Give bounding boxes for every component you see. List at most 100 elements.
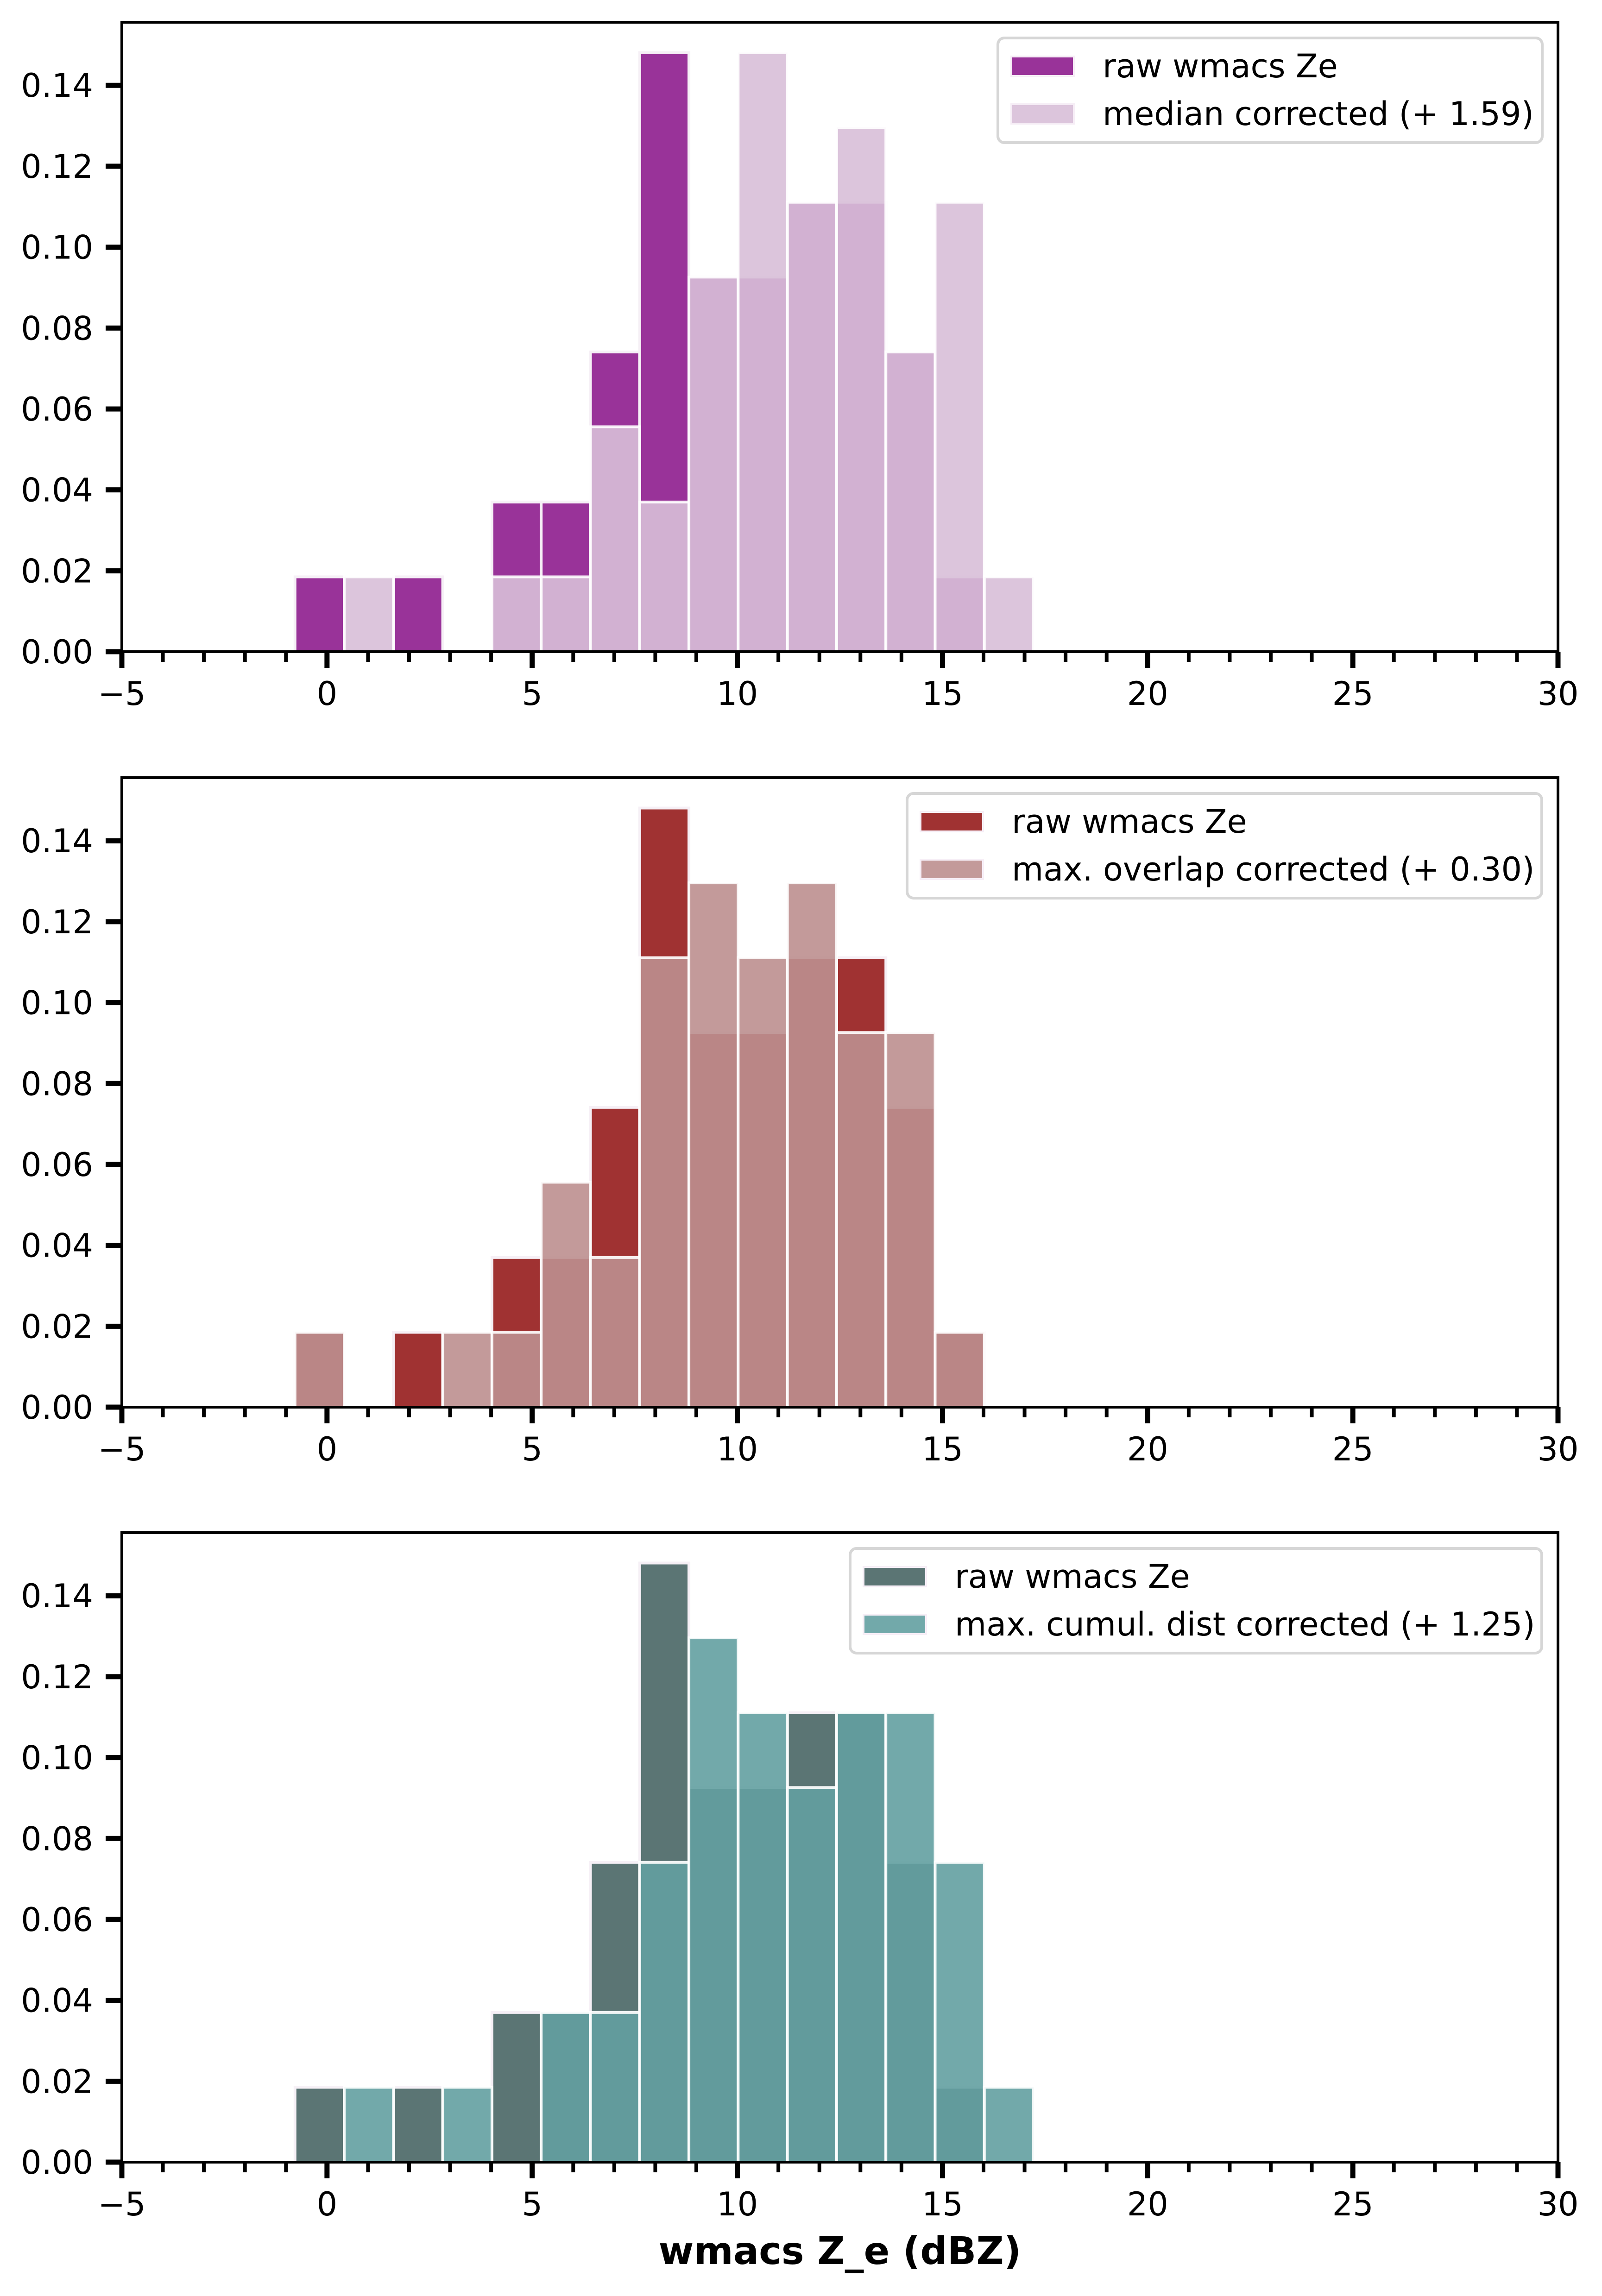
y-tick-label: 0.14 xyxy=(21,822,93,860)
x-tick-label: 10 xyxy=(717,2185,758,2223)
y-tick-label: 0.08 xyxy=(21,1820,93,1858)
bar-corrected xyxy=(540,2011,592,2164)
x-tick-label: 15 xyxy=(922,2185,963,2223)
bar-corrected xyxy=(933,1331,986,1409)
y-tick-label: 0.14 xyxy=(21,67,93,105)
y-tick-label: 0.02 xyxy=(21,1308,93,1346)
axes-frame xyxy=(120,776,1559,1409)
panel-max-overlap-corrected: 0.00 0.02 0.04 0.06 0.08 0.10 0.12 0.14 −5 0 5 10 15… xyxy=(21,776,1579,1468)
bar-corrected xyxy=(638,500,691,653)
bar-raw xyxy=(490,2011,543,2164)
y-tick-label: 0.00 xyxy=(21,633,93,671)
y-tick-label: 0.04 xyxy=(21,472,93,510)
bar-corrected xyxy=(441,1331,493,1409)
bar-corrected xyxy=(737,51,789,653)
x-tick-label: 30 xyxy=(1537,675,1578,713)
bar-corrected xyxy=(884,1711,937,2164)
x-tick-label: 30 xyxy=(1537,1430,1578,1468)
bar-corrected xyxy=(884,1031,937,1409)
y-tick-label: 0.00 xyxy=(21,2144,93,2182)
bar-corrected xyxy=(737,1711,789,2164)
x-tick-label: 25 xyxy=(1332,675,1374,713)
y-tick-label: 0.04 xyxy=(21,1982,93,2020)
y-tick-label: 0.12 xyxy=(21,903,93,941)
bar-corrected xyxy=(933,1861,986,2164)
bar-raw xyxy=(392,1331,444,1409)
bar-corrected xyxy=(687,1636,740,2164)
y-tick-label: 0.10 xyxy=(21,229,93,267)
y-tick-label: 0.06 xyxy=(21,390,93,428)
bar-corrected xyxy=(638,1861,691,2164)
bar-raw xyxy=(293,575,346,653)
bar-corrected xyxy=(737,956,789,1409)
bar-corrected xyxy=(786,201,838,653)
bar-corrected xyxy=(293,1331,346,1409)
y-tick-label: 0.10 xyxy=(21,984,93,1022)
legend-swatch-raw xyxy=(920,811,984,832)
x-tick-label: 5 xyxy=(522,2185,542,2223)
x-tick-label: 0 xyxy=(317,675,338,713)
bar-corrected xyxy=(540,575,592,653)
x-tick-label: −5 xyxy=(98,2185,145,2223)
legend-label-raw: raw wmacs Ze xyxy=(1103,47,1338,85)
legend-swatch-corrected xyxy=(1010,103,1075,125)
x-tick-label: 15 xyxy=(922,675,963,713)
x-tick-label: 20 xyxy=(1127,675,1168,713)
legend-swatch-raw xyxy=(1010,56,1075,77)
legend-swatch-raw xyxy=(863,1566,927,1587)
x-axis-label: wmacs Z_e (dBZ) xyxy=(659,2229,1022,2273)
bar-corrected xyxy=(786,881,838,1409)
x-tick-label: 5 xyxy=(522,675,542,713)
legend-box xyxy=(849,1547,1543,1654)
x-tick-label: 5 xyxy=(522,1430,542,1468)
bar-corrected xyxy=(687,276,740,653)
bar-corrected xyxy=(638,956,691,1409)
panel-median-corrected: 0.00 0.02 0.04 0.06 0.08 0.10 0.12 0.14 −5 0 5 10 15… xyxy=(21,21,1579,713)
legend-box xyxy=(997,37,1544,144)
bar-corrected xyxy=(687,881,740,1409)
bar-corrected xyxy=(983,575,1035,653)
bar-corrected xyxy=(835,1711,888,2164)
y-tick-label: 0.14 xyxy=(21,1577,93,1615)
bar-corrected xyxy=(441,2086,493,2164)
legend-swatch-corrected xyxy=(863,1614,927,1635)
legend-label-raw: raw wmacs Ze xyxy=(955,1558,1190,1596)
y-tick-label: 0.08 xyxy=(21,309,93,347)
bar-corrected xyxy=(490,1331,543,1409)
bar-corrected xyxy=(589,1256,641,1409)
y-tick-label: 0.04 xyxy=(21,1227,93,1265)
y-tick-label: 0.12 xyxy=(21,1658,93,1696)
bar-corrected xyxy=(540,1181,592,1409)
legend-label-corrected: max. overlap corrected (+ 0.30) xyxy=(1012,850,1534,888)
bar-corrected xyxy=(983,2086,1035,2164)
y-tick-label: 0.06 xyxy=(21,1901,93,1939)
bar-corrected xyxy=(884,350,937,653)
x-tick-label: 20 xyxy=(1127,2185,1168,2223)
legend-label-raw: raw wmacs Ze xyxy=(1012,803,1247,841)
y-tick-label: 0.00 xyxy=(21,1389,93,1427)
bar-raw xyxy=(293,2086,346,2164)
bar-corrected xyxy=(589,2011,641,2164)
x-tick-label: 10 xyxy=(717,1430,758,1468)
x-tick-label: 20 xyxy=(1127,1430,1168,1468)
y-tick-label: 0.06 xyxy=(21,1146,93,1184)
bar-corrected xyxy=(343,2086,395,2164)
legend-box xyxy=(906,792,1543,900)
y-tick-label: 0.02 xyxy=(21,2063,93,2101)
bar-corrected xyxy=(786,1786,838,2164)
bar-corrected xyxy=(343,575,395,653)
legend-label-corrected: max. cumul. dist corrected (+ 1.25) xyxy=(955,1605,1535,1643)
x-tick-label: 15 xyxy=(922,1430,963,1468)
bar-corrected xyxy=(589,425,641,653)
x-tick-label: 0 xyxy=(317,2185,338,2223)
legend-swatch-corrected xyxy=(920,859,984,880)
y-tick-label: 0.12 xyxy=(21,148,93,186)
x-tick-label: 25 xyxy=(1332,1430,1374,1468)
x-tick-label: −5 xyxy=(98,675,145,713)
bar-corrected xyxy=(835,1031,888,1409)
y-tick-label: 0.10 xyxy=(21,1739,93,1777)
x-tick-label: 10 xyxy=(717,675,758,713)
x-tick-label: 30 xyxy=(1537,2185,1578,2223)
bar-raw xyxy=(392,2086,444,2164)
x-tick-label: −5 xyxy=(98,1430,145,1468)
